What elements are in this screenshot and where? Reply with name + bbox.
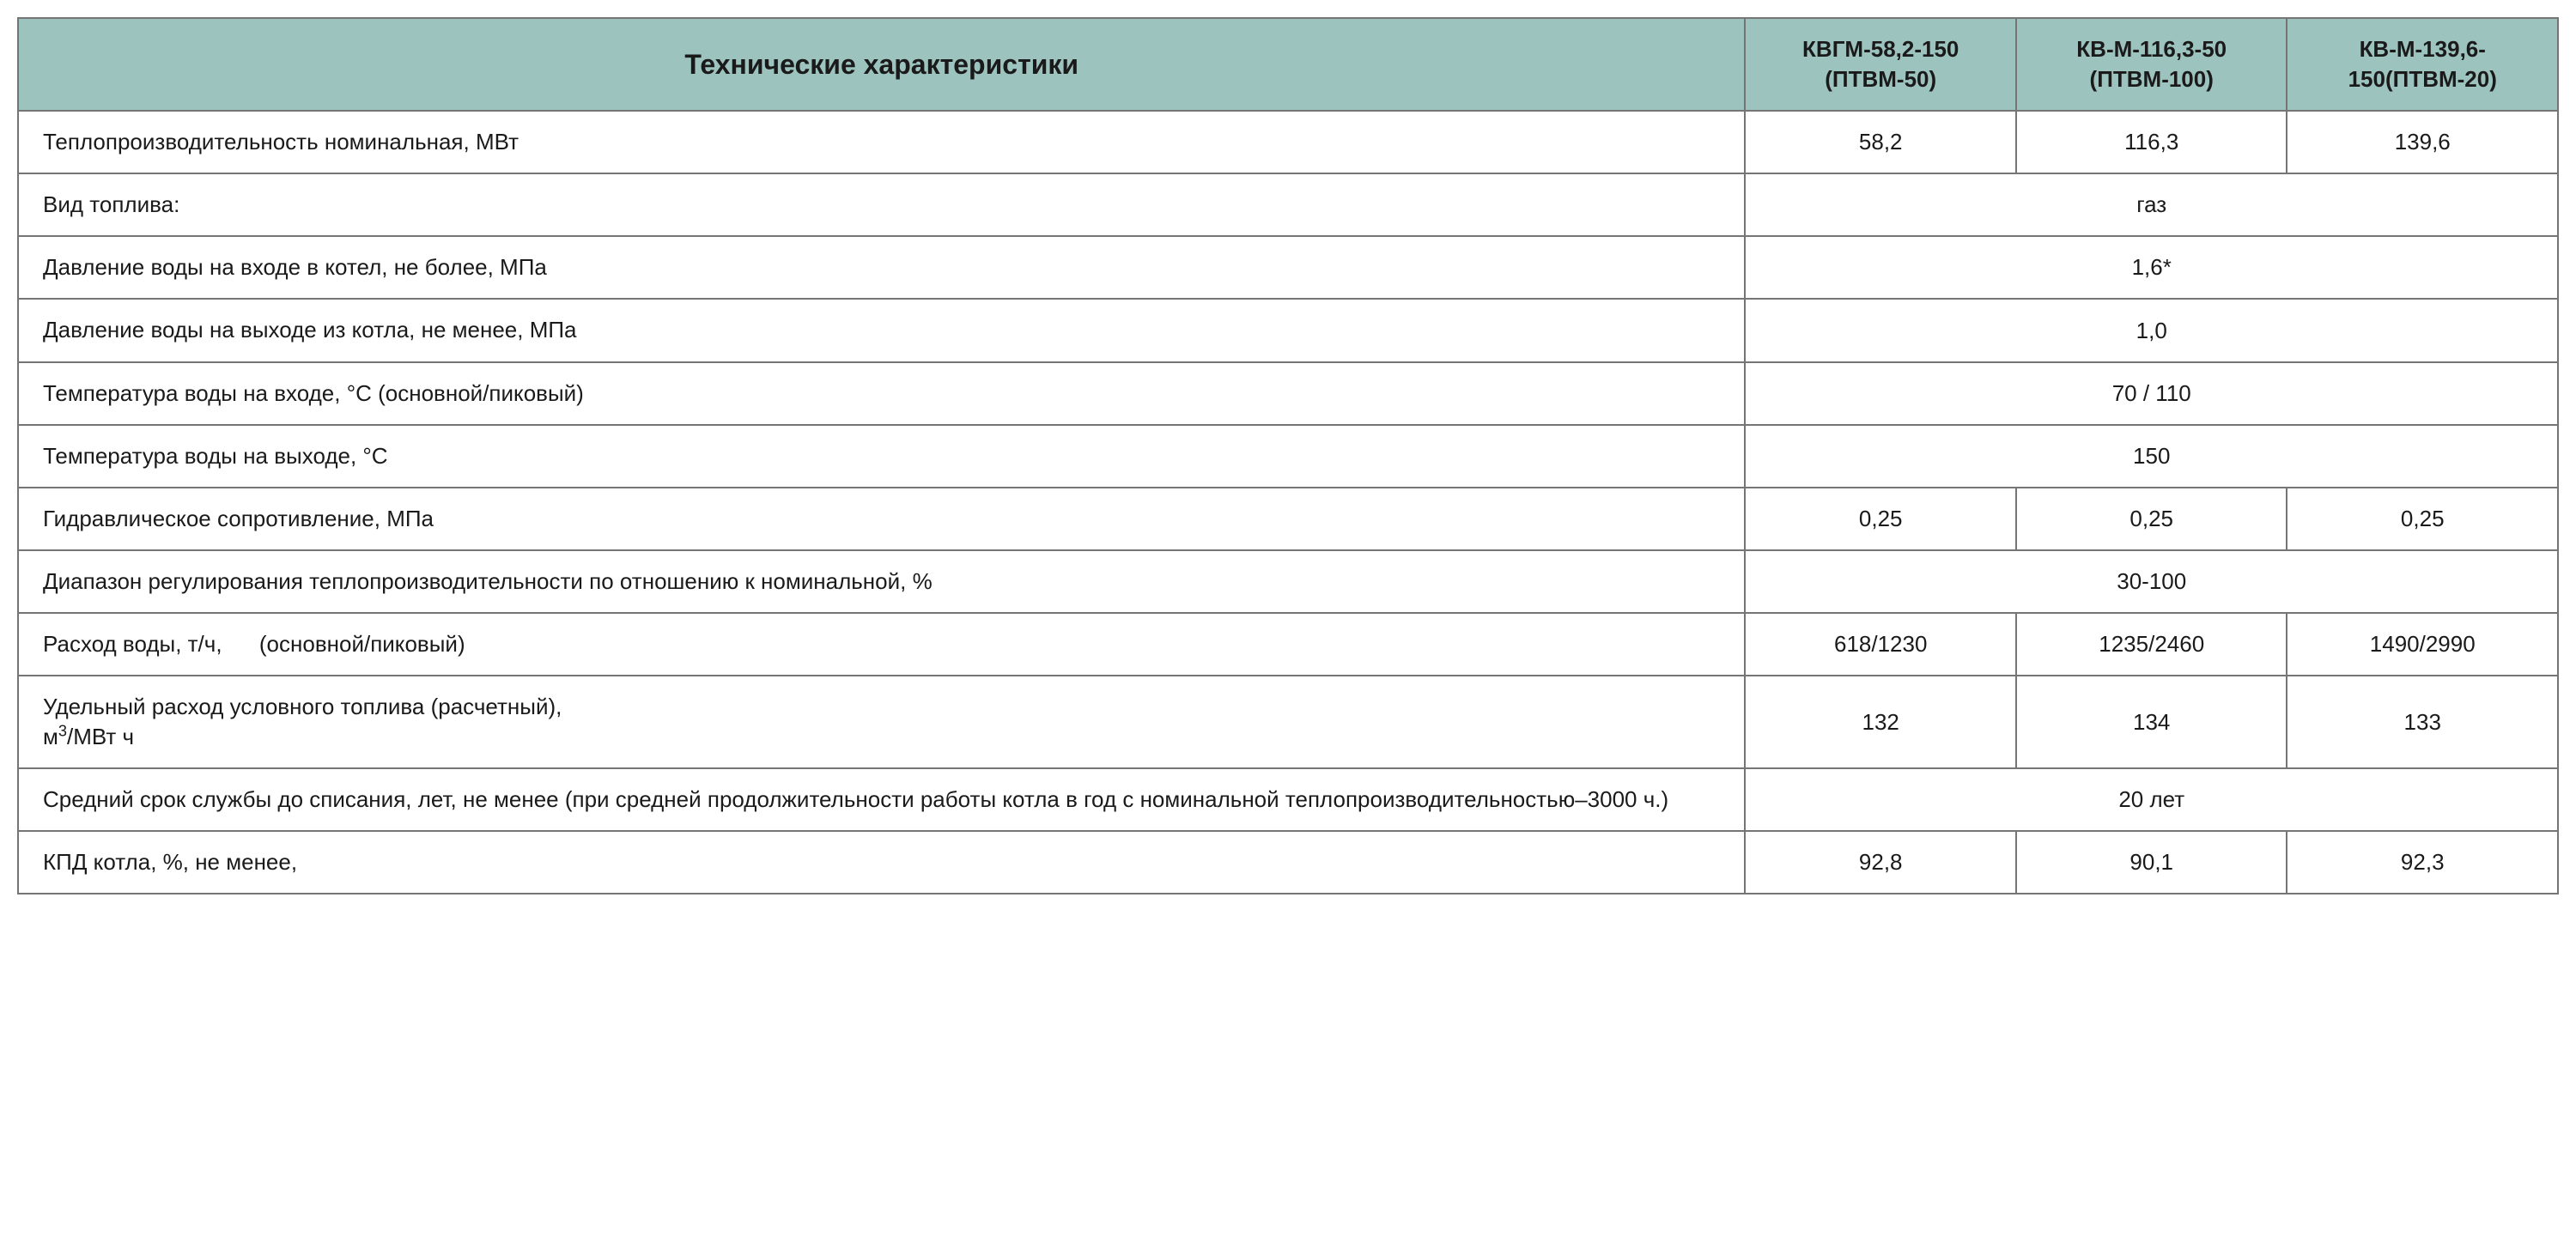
table-row: Гидравлическое сопротивление, МПа0,250,2…	[18, 488, 2558, 550]
table-body: Теплопроизводительность номинальная, МВт…	[18, 111, 2558, 894]
row-value-col2: 0,25	[2016, 488, 2287, 550]
row-value-col2: 116,3	[2016, 111, 2287, 173]
row-label: Давление воды на входе в котел, не более…	[18, 236, 1745, 299]
header-model-2: КВ-М-116,3-50 (ПТВМ-100)	[2016, 18, 2287, 111]
table-row: Температура воды на входе, °С (основной/…	[18, 362, 2558, 425]
table-row: Теплопроизводительность номинальная, МВт…	[18, 111, 2558, 173]
row-value-col3: 139,6	[2287, 111, 2558, 173]
row-label: Температура воды на входе, °С (основной/…	[18, 362, 1745, 425]
row-label: Гидравлическое сопротивление, МПа	[18, 488, 1745, 550]
row-value-merged: 20 лет	[1745, 768, 2558, 831]
header-model-3-line1: КВ-М-139,6-	[2360, 36, 2486, 62]
table-row: Давление воды на выходе из котла, не мен…	[18, 299, 2558, 361]
row-label: Давление воды на выходе из котла, не мен…	[18, 299, 1745, 361]
table-row: Диапазон регулирования теплопроизводител…	[18, 550, 2558, 613]
header-model-1-line1: КВГМ-58,2-150	[1802, 36, 1959, 62]
table-row: Расход воды, т/ч, (основной/пиковый)618/…	[18, 613, 2558, 676]
row-label: Температура воды на выходе, °С	[18, 425, 1745, 488]
row-value-merged: 70 / 110	[1745, 362, 2558, 425]
header-row: Технические характеристики КВГМ-58,2-150…	[18, 18, 2558, 111]
table-row: Давление воды на входе в котел, не более…	[18, 236, 2558, 299]
row-value-col2: 1235/2460	[2016, 613, 2287, 676]
table-header: Технические характеристики КВГМ-58,2-150…	[18, 18, 2558, 111]
table-row: Средний срок службы до списания, лет, не…	[18, 768, 2558, 831]
row-value-merged: 150	[1745, 425, 2558, 488]
header-main: Технические характеристики	[18, 18, 1745, 111]
row-label: Вид топлива:	[18, 173, 1745, 236]
row-value-col3: 92,3	[2287, 831, 2558, 894]
row-label: Удельный расход условного топлива (расче…	[18, 676, 1745, 768]
row-label: КПД котла, %, не менее,	[18, 831, 1745, 894]
table-row: Вид топлива:газ	[18, 173, 2558, 236]
row-value-col3: 133	[2287, 676, 2558, 768]
row-value-col1: 618/1230	[1745, 613, 2016, 676]
row-value-col2: 90,1	[2016, 831, 2287, 894]
row-label: Расход воды, т/ч, (основной/пиковый)	[18, 613, 1745, 676]
table-row: Температура воды на выходе, °С150	[18, 425, 2558, 488]
row-value-col2: 134	[2016, 676, 2287, 768]
header-model-3: КВ-М-139,6- 150(ПТВМ-20)	[2287, 18, 2558, 111]
row-label: Теплопроизводительность номинальная, МВт	[18, 111, 1745, 173]
row-value-col3: 1490/2990	[2287, 613, 2558, 676]
row-value-merged: 30-100	[1745, 550, 2558, 613]
row-value-col1: 132	[1745, 676, 2016, 768]
row-value-col1: 58,2	[1745, 111, 2016, 173]
row-value-merged: 1,6*	[1745, 236, 2558, 299]
row-value-merged: 1,0	[1745, 299, 2558, 361]
row-label: Средний срок службы до списания, лет, не…	[18, 768, 1745, 831]
row-label: Диапазон регулирования теплопроизводител…	[18, 550, 1745, 613]
row-value-col3: 0,25	[2287, 488, 2558, 550]
header-model-2-line2: (ПТВМ-100)	[2090, 66, 2214, 92]
table-row: КПД котла, %, не менее,92,890,192,3	[18, 831, 2558, 894]
spec-table: Технические характеристики КВГМ-58,2-150…	[17, 17, 2559, 894]
row-value-merged: газ	[1745, 173, 2558, 236]
header-model-1: КВГМ-58,2-150 (ПТВМ-50)	[1745, 18, 2016, 111]
row-value-col1: 0,25	[1745, 488, 2016, 550]
table-row: Удельный расход условного топлива (расче…	[18, 676, 2558, 768]
header-model-3-line2: 150(ПТВМ-20)	[2348, 66, 2497, 92]
header-model-1-line2: (ПТВМ-50)	[1825, 66, 1936, 92]
header-model-2-line1: КВ-М-116,3-50	[2076, 36, 2227, 62]
row-value-col1: 92,8	[1745, 831, 2016, 894]
